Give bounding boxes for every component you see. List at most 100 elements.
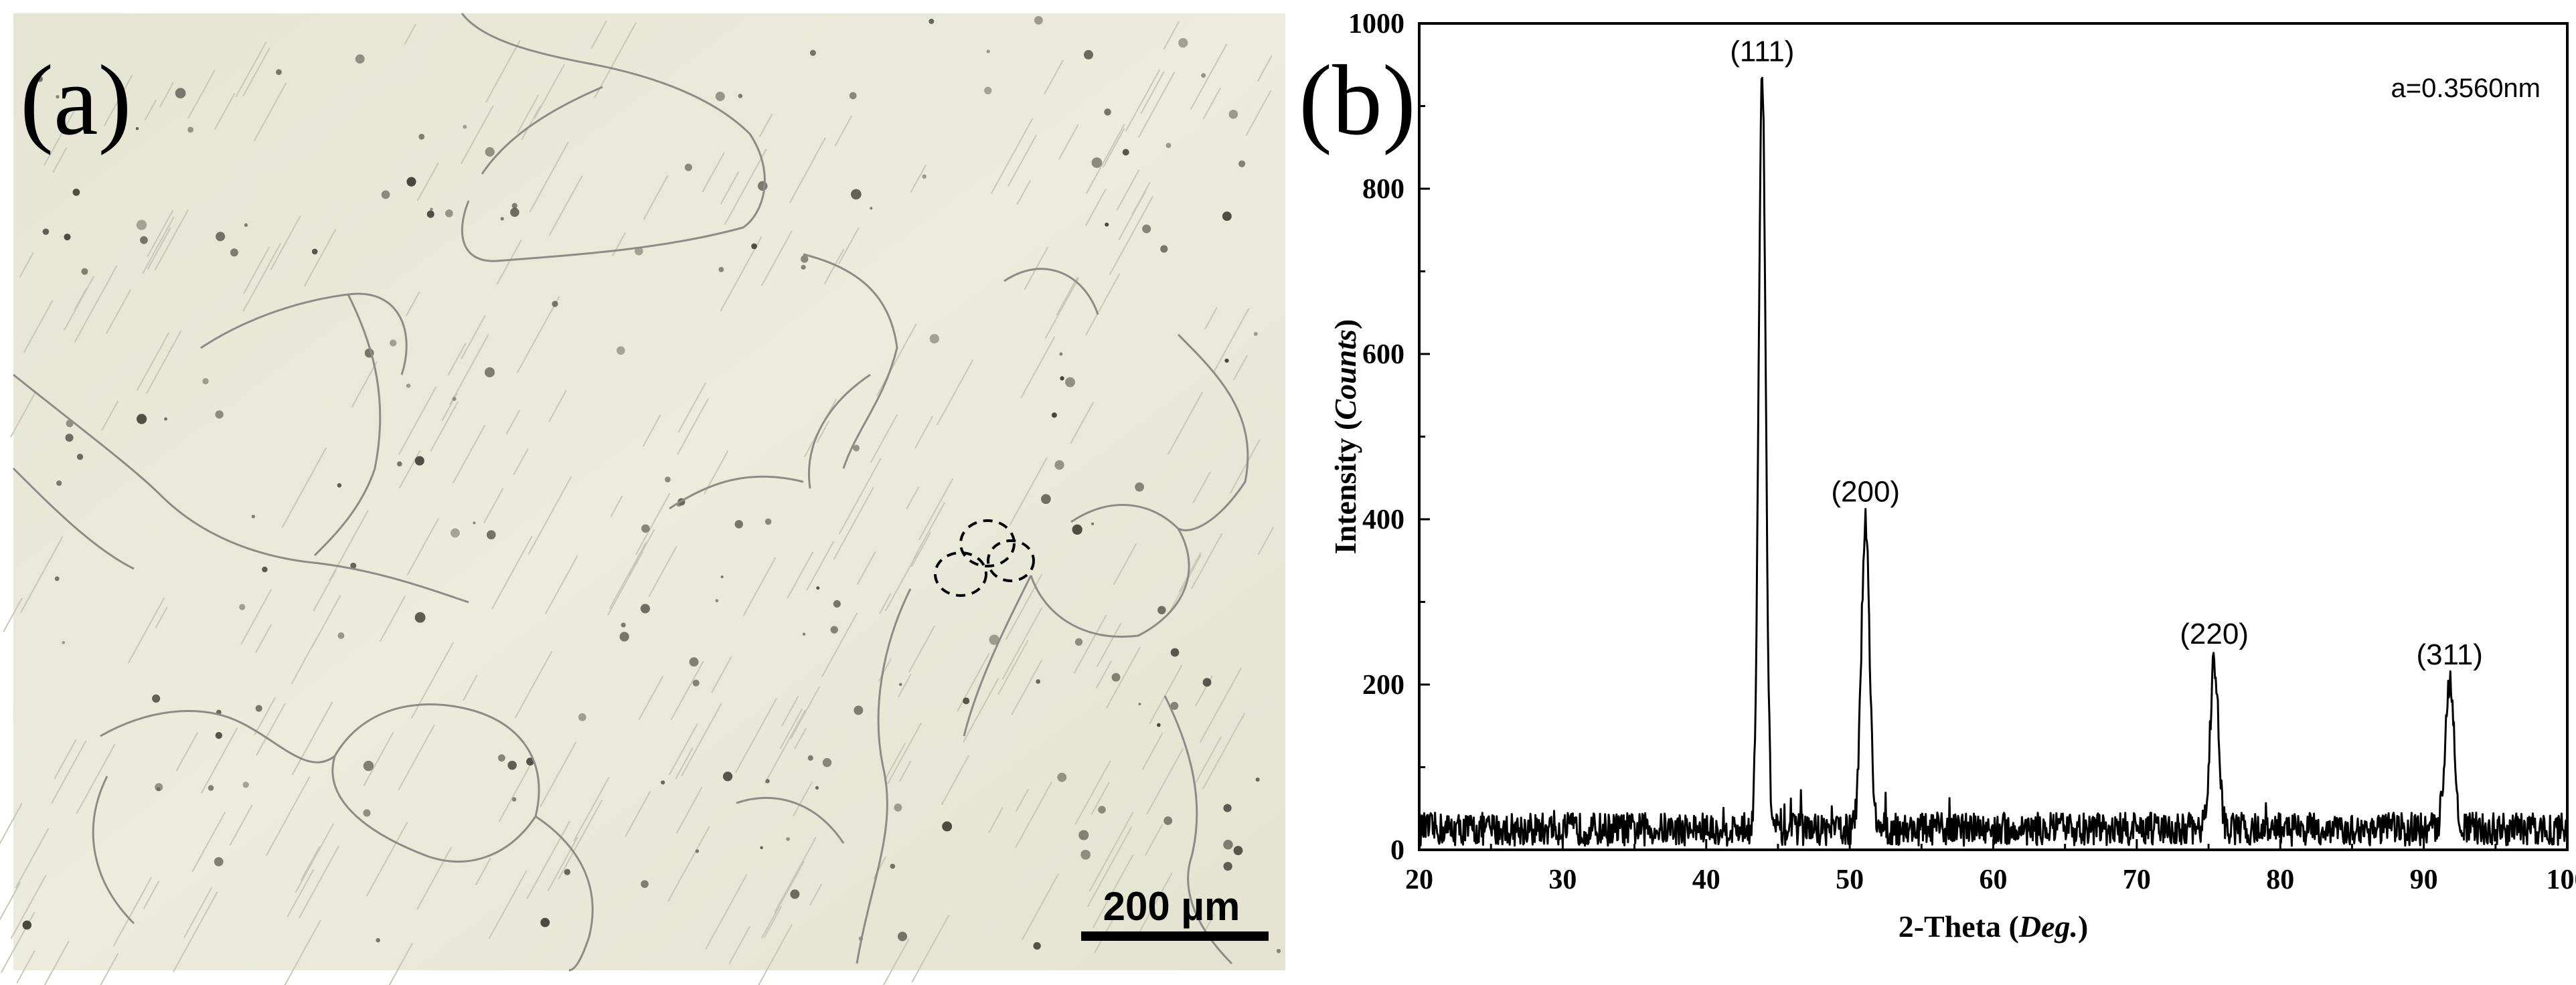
precipitate-spot <box>376 937 380 943</box>
dendrite-streak <box>242 246 270 294</box>
precipitate-spot <box>854 705 864 715</box>
dendrite-streak <box>1021 873 1060 941</box>
precipitate-spot <box>929 18 935 24</box>
dendrite-streak <box>76 743 116 814</box>
dendrite-streak <box>643 175 669 220</box>
dendrite-streak <box>787 551 814 599</box>
dendrite-streak <box>957 652 990 712</box>
dendrite-streak <box>609 541 647 610</box>
precipitate-spot <box>738 94 743 98</box>
dendrite-streak <box>505 410 521 435</box>
dendrite-streak <box>201 727 238 794</box>
precipitate-spot <box>963 697 970 705</box>
dendrite-streak <box>1141 733 1163 770</box>
dendrite-streak <box>329 510 369 581</box>
dendrite-streak <box>906 486 920 509</box>
dendrite-streak <box>1015 788 1030 812</box>
precipitate-spot <box>1223 861 1232 871</box>
dendrite-streak <box>1220 667 1242 706</box>
scale-bar <box>1081 931 1269 941</box>
precipitate-spot <box>1065 377 1075 387</box>
dendrite-streak <box>23 299 54 353</box>
dendrite-streak <box>781 695 799 727</box>
dendrite-streak <box>838 458 882 535</box>
precipitate-spot <box>1083 50 1094 60</box>
dendrite-streak <box>363 731 394 786</box>
dendrite-streak <box>1089 811 1134 892</box>
precipitate-spot <box>1276 948 1281 954</box>
dendrite-streak <box>528 476 572 555</box>
precipitate-spot <box>1034 15 1043 25</box>
precipitate-spot <box>715 91 725 102</box>
precipitate-spot <box>898 683 902 687</box>
dendrite-streak <box>0 882 21 921</box>
precipitate-spot <box>510 207 519 217</box>
precipitate-spot <box>897 931 908 942</box>
dendrite-streak <box>1084 188 1107 226</box>
dendrite-streak <box>254 697 276 735</box>
peak-label: (111) <box>1730 35 1794 68</box>
x-tick-label: 80 <box>2266 865 2294 895</box>
dendrite-streak <box>1044 60 1064 94</box>
dendrite-streak <box>54 739 77 780</box>
dendrite-streak <box>1009 457 1048 526</box>
precipitate-spot <box>986 50 990 54</box>
dendrite-streak <box>447 343 467 375</box>
precipitate-spot <box>208 785 214 791</box>
dendrite-streak <box>460 105 494 165</box>
precipitate-spot <box>815 786 819 790</box>
dendrite-streak <box>15 828 50 889</box>
dendrite-streak <box>702 152 725 193</box>
dendrite-streak <box>705 874 748 950</box>
dendrite-streak <box>1192 471 1211 504</box>
dendrite-streak <box>1011 659 1043 716</box>
precipitate-spot <box>1222 211 1232 221</box>
dendrite-streak <box>526 820 571 900</box>
dendrite-streak <box>101 401 119 431</box>
dendrite-streak <box>300 846 321 881</box>
precipitate-spot <box>715 599 719 603</box>
precipitate-spot <box>239 604 246 610</box>
dendrite-streak <box>1125 69 1161 132</box>
dendrite-streak <box>789 155 817 203</box>
dendrite-streak <box>668 723 698 776</box>
dendrite-streak <box>52 147 68 173</box>
precipitate-spot <box>337 632 345 639</box>
precipitate-spot <box>1057 772 1067 782</box>
precipitate-spot <box>801 264 806 270</box>
precipitate-spot <box>152 694 161 703</box>
dendrite-streak <box>452 424 486 484</box>
dendrite-streak <box>155 606 168 629</box>
precipitate-spot <box>215 410 224 419</box>
dendrite-streak <box>255 624 272 653</box>
dendrite-streak <box>388 943 413 985</box>
precipitate-spot <box>816 586 820 590</box>
precipitate-spot <box>1178 37 1188 48</box>
precipitate-spot <box>1138 703 1141 706</box>
dendrite-streak <box>879 593 892 614</box>
precipitate-spot <box>1223 839 1233 850</box>
dendrite-streak <box>491 535 533 610</box>
dendrite-streak <box>911 914 950 983</box>
dendrite-streak <box>540 741 577 808</box>
precipitate-spot <box>65 434 74 442</box>
dendrite-streak <box>517 94 540 134</box>
dendrite-streak <box>147 227 171 270</box>
peak-label: (311) <box>2416 638 2482 671</box>
dendrite-streak <box>548 175 583 236</box>
dendrite-streak <box>74 288 87 311</box>
precipitate-spot <box>1201 73 1206 78</box>
precipitate-spot <box>870 207 873 210</box>
dendrite-streak <box>187 69 216 119</box>
precipitate-spot <box>890 863 896 869</box>
dendrite-streak <box>270 215 301 270</box>
dendrite-streak <box>635 493 671 555</box>
dendrite-streak <box>175 731 199 772</box>
dendrite-streak <box>266 776 311 856</box>
dendrite-streak <box>214 92 236 130</box>
precipitate-spot <box>452 397 457 401</box>
dendrite-streak <box>806 541 835 591</box>
precipitate-spot <box>426 210 434 218</box>
dendrite-streak <box>100 953 119 985</box>
dendrite-streak <box>1137 872 1173 934</box>
